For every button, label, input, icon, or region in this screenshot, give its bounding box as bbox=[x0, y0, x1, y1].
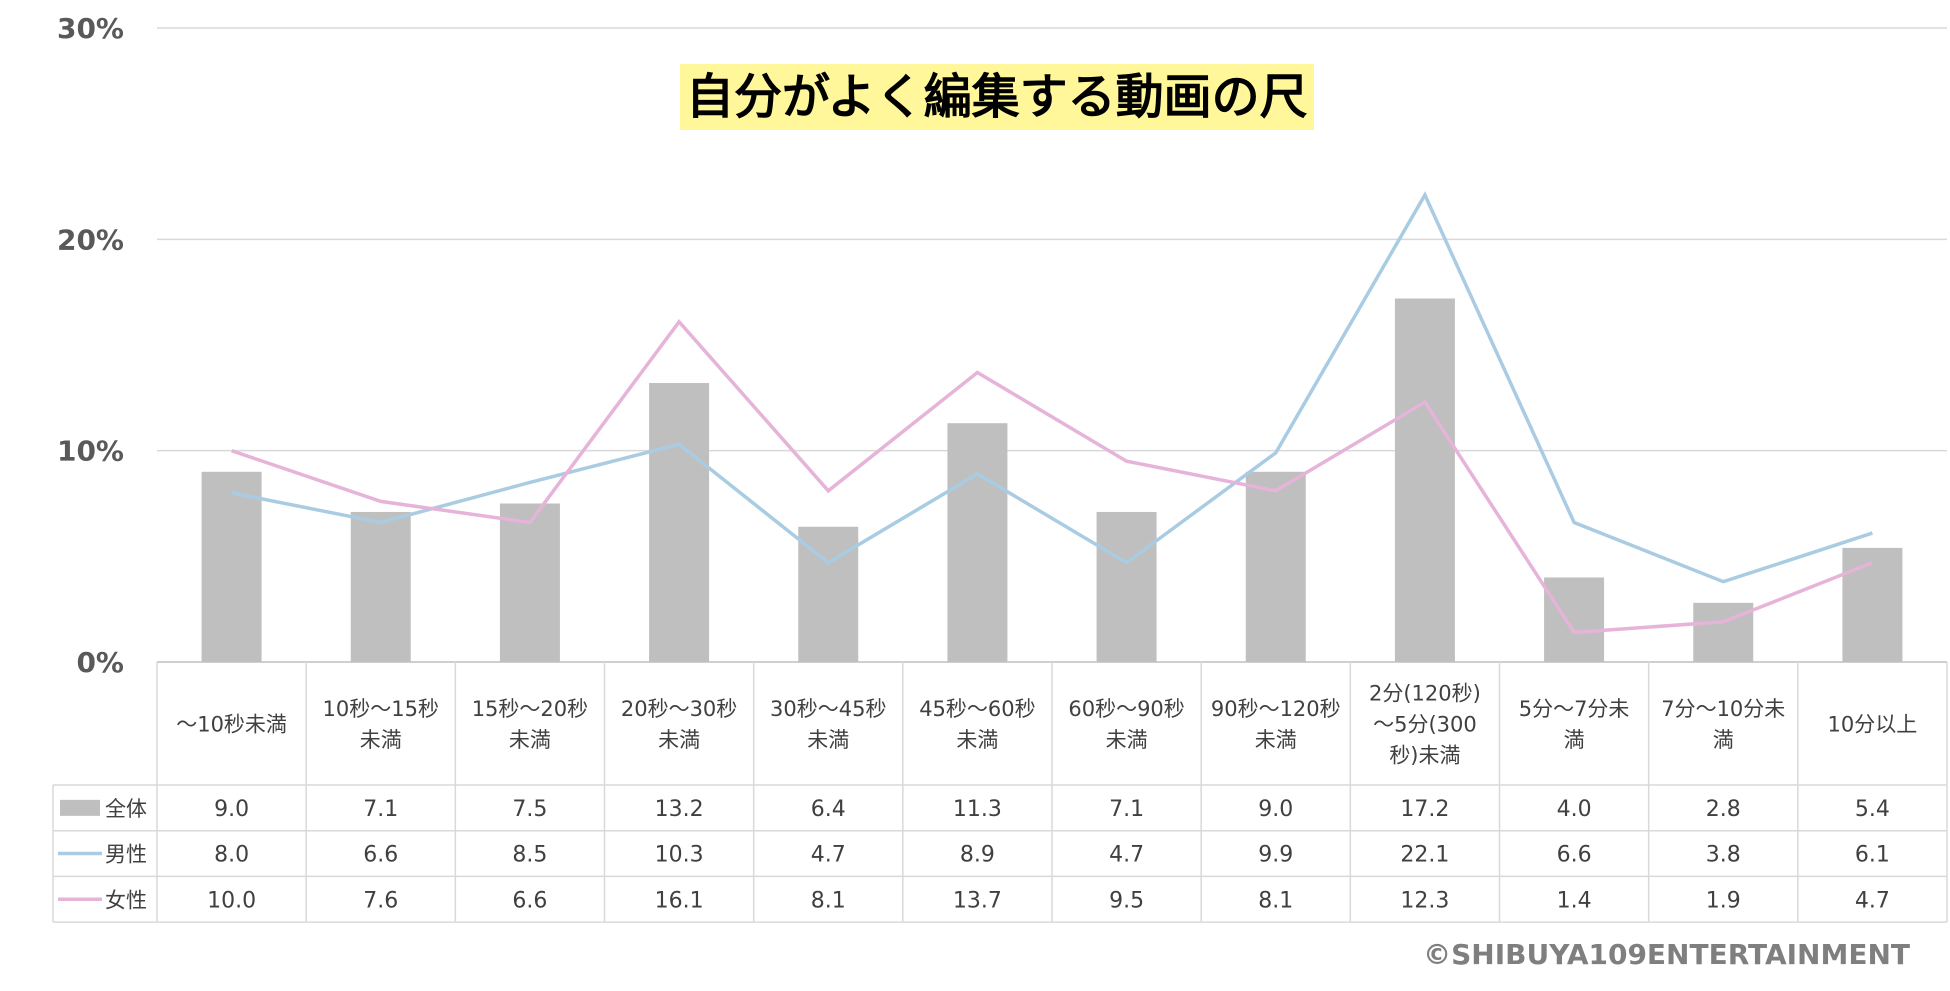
table-value: 7.6 bbox=[363, 888, 398, 913]
data-table: ～10秒未満10秒～15秒未満15秒～20秒未満20秒～30秒未満30秒～45秒… bbox=[52, 662, 1948, 923]
table-value: 4.7 bbox=[811, 843, 846, 868]
bar-total bbox=[1096, 511, 1157, 662]
table-value: 8.9 bbox=[960, 843, 995, 868]
category-label: 5分～7分未 bbox=[1519, 697, 1630, 721]
table-value: 10.3 bbox=[655, 843, 704, 868]
bar-total bbox=[947, 423, 1008, 662]
table-value: 8.5 bbox=[512, 843, 547, 868]
category-label: 7分～10分未 bbox=[1661, 697, 1785, 721]
table-value: 4.7 bbox=[1855, 888, 1890, 913]
table-value: 7.5 bbox=[512, 797, 547, 822]
y-tick-label: 30% bbox=[57, 12, 124, 45]
line-male bbox=[231, 191, 1873, 584]
bar-total bbox=[499, 503, 560, 662]
category-label: 満 bbox=[1713, 728, 1734, 752]
category-label: 90秒～120秒 bbox=[1211, 697, 1341, 721]
table-value: 8.0 bbox=[214, 843, 249, 868]
category-label: 15秒～20秒 bbox=[472, 697, 588, 721]
category-label: ～10秒未満 bbox=[176, 713, 287, 737]
table-value: 12.3 bbox=[1400, 888, 1449, 913]
chart-title: 自分がよく編集する動画の尺 bbox=[680, 64, 1314, 130]
category-label: 30秒～45秒 bbox=[770, 697, 886, 721]
table-value: 8.1 bbox=[1258, 888, 1293, 913]
category-label: 20秒～30秒 bbox=[621, 697, 737, 721]
category-label: 未満 bbox=[509, 728, 551, 752]
bar-total bbox=[1842, 547, 1903, 662]
y-axis-ticks: 0% 10% 20% 30% bbox=[57, 12, 124, 679]
table-value: 17.2 bbox=[1400, 797, 1449, 822]
category-label: 満 bbox=[1564, 728, 1585, 752]
bar-total bbox=[350, 511, 411, 662]
table-value: 11.3 bbox=[953, 797, 1002, 822]
legend-label: 男性 bbox=[105, 843, 147, 867]
table-value: 10.0 bbox=[207, 888, 256, 913]
legend-label: 女性 bbox=[105, 888, 147, 912]
table-value: 22.1 bbox=[1400, 843, 1449, 868]
y-tick-label: 10% bbox=[57, 435, 124, 468]
category-label: 45秒～60秒 bbox=[919, 697, 1035, 721]
table-value: 8.1 bbox=[811, 888, 846, 913]
table-value: 1.9 bbox=[1706, 888, 1741, 913]
table-value: 6.1 bbox=[1855, 843, 1890, 868]
category-label: 未満 bbox=[1255, 728, 1297, 752]
category-label: 10分以上 bbox=[1828, 713, 1918, 737]
table-value: 6.6 bbox=[363, 843, 398, 868]
legend-key-bar bbox=[60, 799, 100, 816]
category-label: 秒)未満 bbox=[1389, 744, 1460, 768]
category-label: 未満 bbox=[658, 728, 700, 752]
table-value: 16.1 bbox=[655, 888, 704, 913]
table-value: 9.0 bbox=[1258, 797, 1293, 822]
table-value: 4.7 bbox=[1109, 843, 1144, 868]
category-label: 2分(120秒) bbox=[1369, 682, 1481, 706]
table-value: 9.0 bbox=[214, 797, 249, 822]
table-value: 6.6 bbox=[512, 888, 547, 913]
table-value: 7.1 bbox=[1109, 797, 1144, 822]
table-value: 6.6 bbox=[1557, 843, 1592, 868]
bar-total bbox=[649, 383, 710, 662]
bar-total bbox=[201, 471, 262, 662]
table-value: 1.4 bbox=[1557, 888, 1592, 913]
line-female bbox=[231, 319, 1874, 635]
category-label: 未満 bbox=[807, 728, 849, 752]
table-value: 5.4 bbox=[1855, 797, 1890, 822]
category-label: 未満 bbox=[1106, 728, 1148, 752]
bar-total bbox=[1394, 298, 1455, 662]
bar-total bbox=[1544, 577, 1605, 662]
category-label: 未満 bbox=[360, 728, 402, 752]
table-value: 13.2 bbox=[655, 797, 704, 822]
y-tick-label: 20% bbox=[57, 223, 124, 256]
category-label: 10秒～15秒 bbox=[323, 697, 439, 721]
category-label: 60秒～90秒 bbox=[1068, 697, 1184, 721]
table-value: 6.4 bbox=[811, 797, 846, 822]
category-label: 未満 bbox=[956, 728, 998, 752]
copyright-credit: ©SHIBUYA109ENTERTAINMENT bbox=[1423, 938, 1910, 971]
bars-total bbox=[201, 298, 1903, 662]
y-tick-label: 0% bbox=[76, 646, 124, 679]
legend-label: 全体 bbox=[105, 797, 147, 821]
table-value: 13.7 bbox=[953, 888, 1002, 913]
table-value: 7.1 bbox=[363, 797, 398, 822]
series-lines bbox=[231, 191, 1874, 635]
table-value: 2.8 bbox=[1706, 797, 1741, 822]
table-value: 4.0 bbox=[1557, 797, 1592, 822]
table-value: 9.5 bbox=[1109, 888, 1144, 913]
bar-total bbox=[1245, 471, 1306, 662]
table-value: 3.8 bbox=[1706, 843, 1741, 868]
table-value: 9.9 bbox=[1258, 843, 1293, 868]
category-label: ～5分(300 bbox=[1373, 713, 1477, 737]
